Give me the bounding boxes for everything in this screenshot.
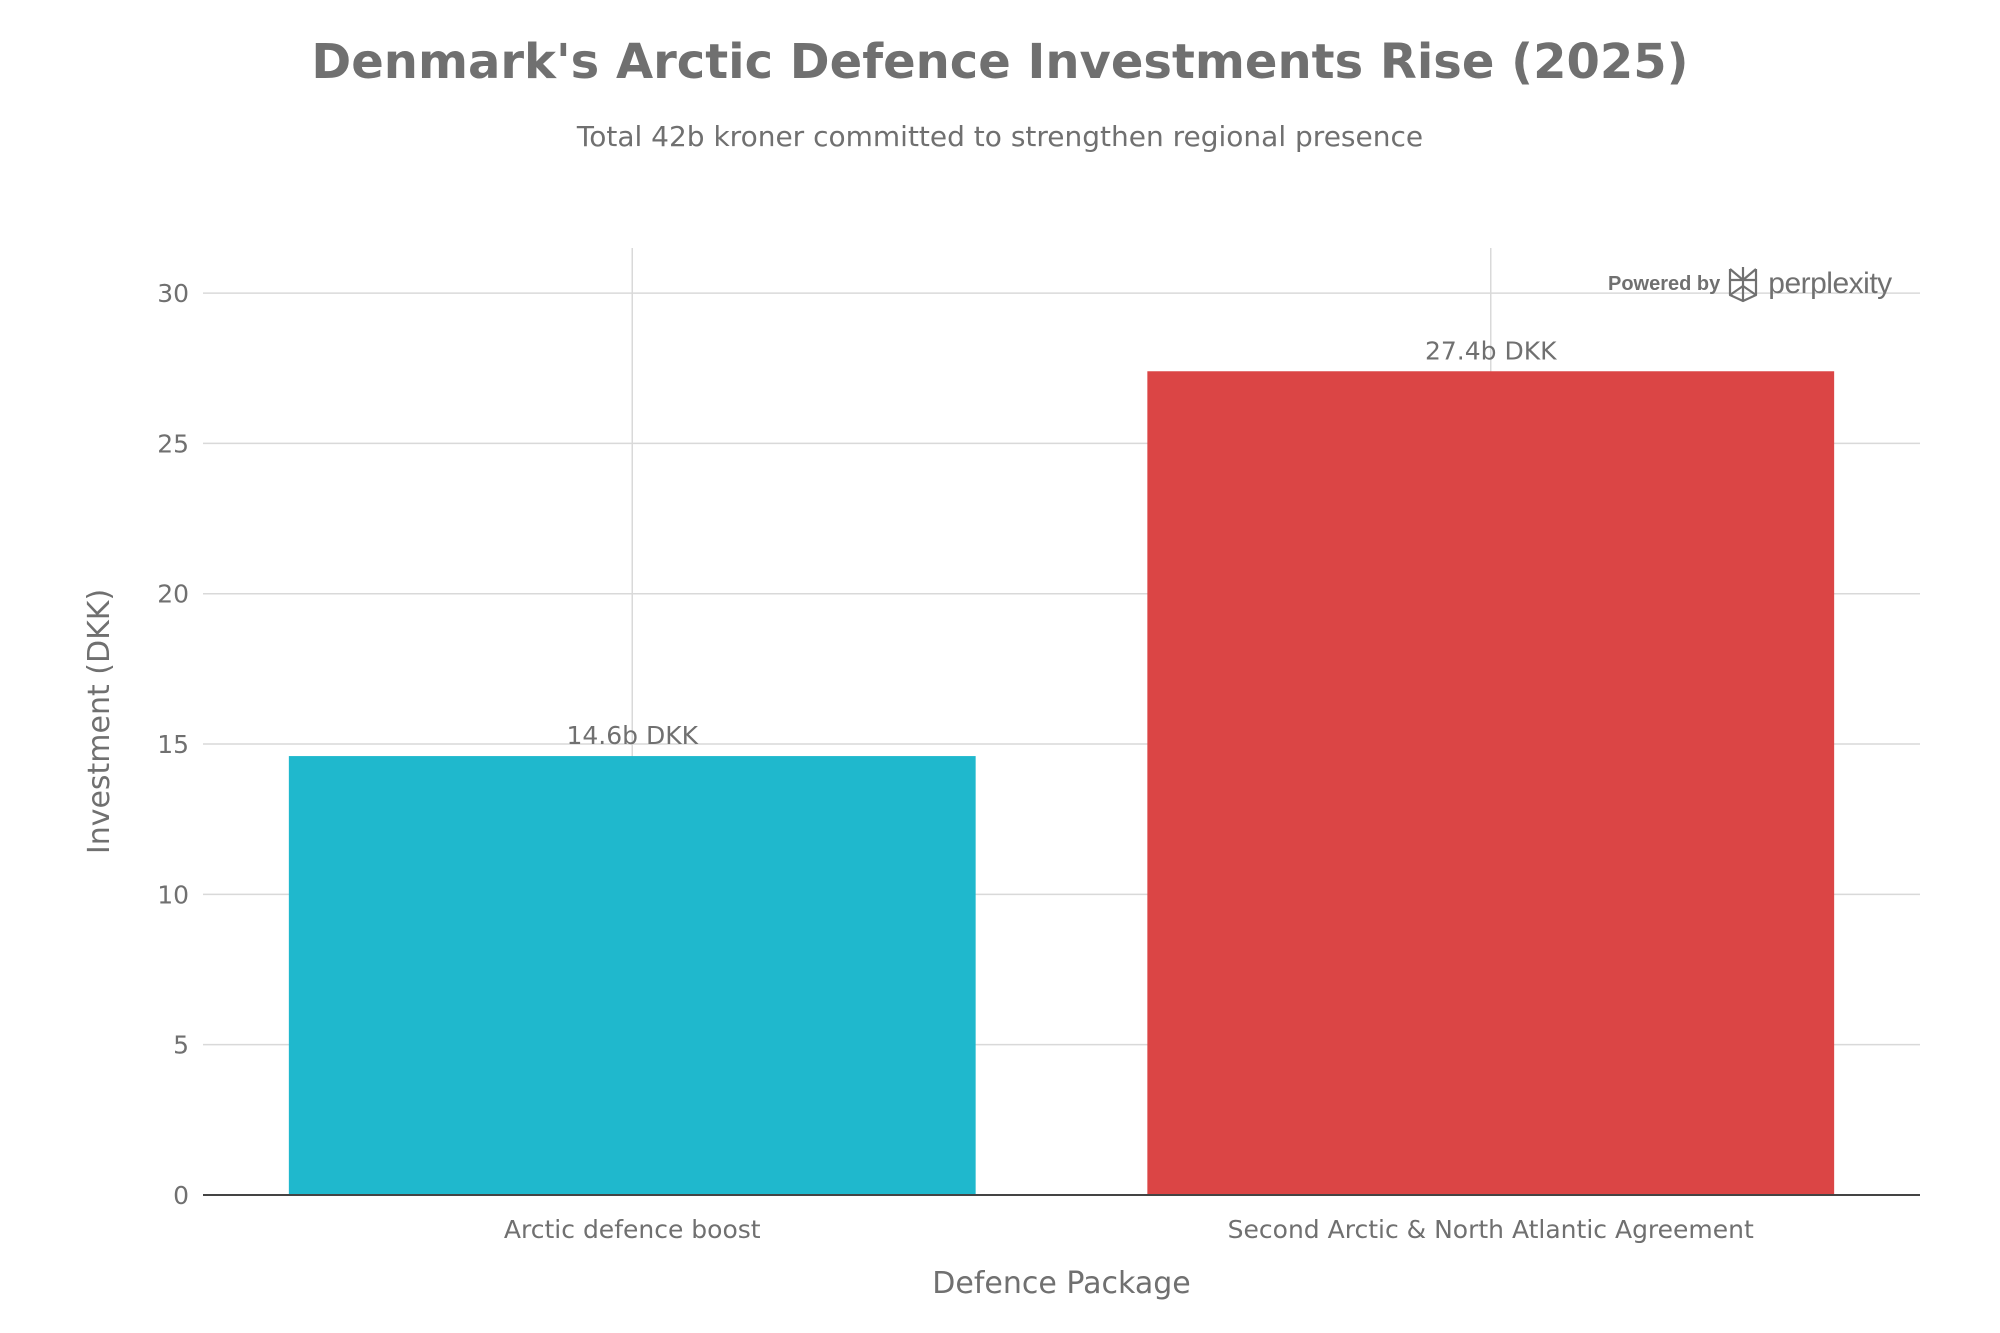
y-axis-title: Investment (DKK) [82,589,117,854]
chart-subtitle: Total 42b kroner committed to strengthen… [576,120,1424,153]
x-category-label: Arctic defence boost [504,1215,761,1244]
y-tick-label: 30 [157,279,189,308]
bar [1147,371,1835,1195]
chart-title: Denmark's Arctic Defence Investments Ris… [311,34,1689,90]
y-tick-label: 15 [157,730,189,759]
watermark: Powered by perplexity [1608,262,1892,306]
y-axis-ticks: 0 5 10 15 20 25 30 [157,279,189,1210]
bar [288,756,976,1195]
data-label: 27.4b DKK [1425,336,1557,365]
y-tick-label: 20 [157,580,189,609]
x-axis-title: Defence Package [932,1266,1190,1301]
y-tick-label: 0 [173,1181,189,1210]
y-tick-label: 25 [157,429,189,458]
y-tick-label: 10 [157,880,189,909]
watermark-brand: perplexity [1768,267,1892,300]
data-label: 14.6b DKK [566,721,698,750]
x-axis-categories: Arctic defence boost Second Arctic & Nort… [504,1215,1754,1244]
bars [288,371,1835,1195]
data-labels: 14.6b DKK 27.4b DKK [566,336,1557,750]
x-category-label: Second Arctic & North Atlantic Agreement [1228,1215,1754,1244]
perplexity-logo-icon [1729,267,1758,303]
y-tick-label: 5 [173,1031,189,1060]
watermark-prefix: Powered by [1608,272,1721,295]
